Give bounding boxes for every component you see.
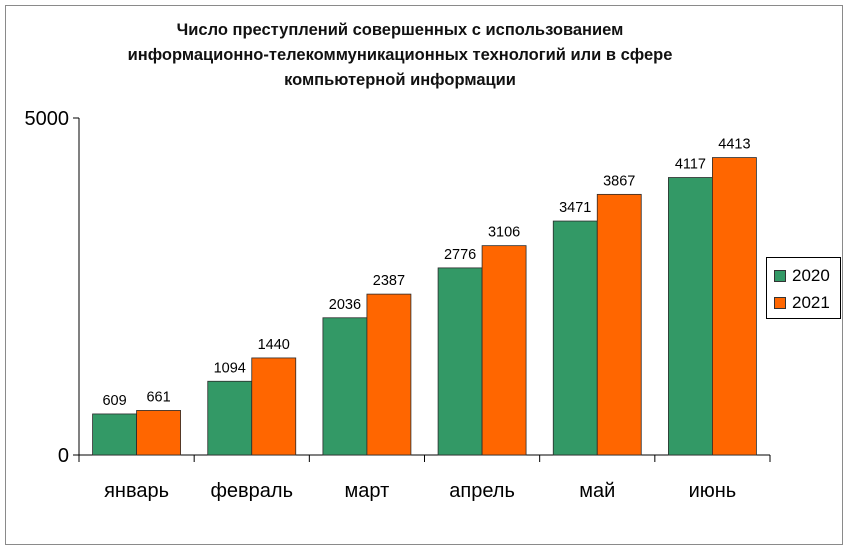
chart-title-line-1: Число преступлений совершенных с использ…: [176, 21, 624, 39]
bar-2021: [136, 410, 181, 456]
data-label-2021: 4413: [718, 137, 750, 153]
data-label-2021: 3106: [488, 225, 520, 241]
legend-label-2021: 2021: [792, 293, 830, 312]
bar-2021: [366, 293, 412, 456]
data-label-2020: 3471: [559, 200, 591, 216]
x-tick-label: февраль: [210, 480, 293, 502]
bar-2020: [92, 413, 137, 456]
chart-title-line-2: информационно-телекоммуникационных техно…: [127, 46, 673, 64]
data-label-2020: 2776: [444, 247, 476, 263]
legend-label-2020: 2020: [792, 266, 830, 285]
x-tick-label: апрель: [449, 480, 515, 502]
legend-item-2020: 2020: [774, 266, 830, 286]
x-tick-label: май: [579, 480, 615, 502]
data-label-2020: 1094: [214, 360, 246, 376]
bar-2020: [552, 220, 598, 456]
data-label-2020: 609: [102, 393, 126, 409]
data-label-2020: 2036: [329, 297, 361, 313]
legend: 2020 2021: [766, 257, 841, 319]
bar-2021: [251, 357, 297, 456]
x-tick-label: январь: [104, 480, 169, 502]
data-label-2021: 3867: [603, 173, 635, 189]
bar-2021: [481, 245, 527, 456]
bar-2020: [322, 317, 368, 456]
data-label-2021: 2387: [373, 273, 405, 289]
data-labels: 609 661 1094 1440 2036 2387 2776 3106 3471 3867 41…: [102, 137, 750, 409]
legend-swatch-2021: [774, 297, 786, 309]
bar-2020: [437, 267, 483, 456]
data-label-2021: 1440: [258, 337, 290, 353]
data-label-2021: 661: [146, 389, 170, 405]
bar-2020: [207, 380, 253, 456]
bar-2021: [712, 157, 757, 456]
bar-2021: [596, 193, 642, 456]
chart-title-line-3: компьютерной информации: [284, 71, 516, 89]
x-tick-label: июнь: [689, 480, 737, 502]
bar-2020: [668, 177, 713, 456]
data-label-2020: 4117: [675, 157, 706, 173]
y-tick-label: 5000: [25, 108, 70, 130]
chart-title: Число преступлений совершенных с использ…: [60, 18, 740, 93]
y-tick-label: 0: [58, 445, 69, 467]
legend-item-2021: 2021: [774, 293, 830, 313]
bars: [92, 157, 757, 456]
axes: 0 5000 январь февраль март апрель май июнь: [25, 108, 771, 502]
x-tick-label: март: [345, 480, 390, 502]
legend-swatch-2020: [774, 270, 786, 282]
